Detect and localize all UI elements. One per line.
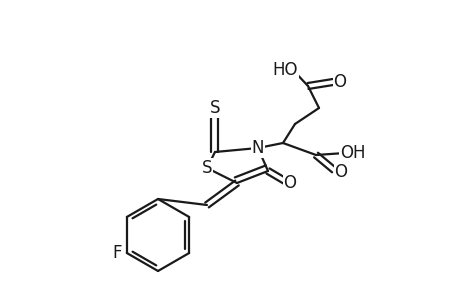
Text: O: O — [333, 73, 346, 91]
Text: OH: OH — [340, 144, 365, 162]
Text: O: O — [283, 174, 296, 192]
Text: N: N — [251, 139, 263, 157]
Text: O: O — [334, 163, 347, 181]
Text: S: S — [209, 99, 220, 117]
Text: HO: HO — [272, 61, 297, 79]
Text: F: F — [112, 244, 121, 262]
Text: S: S — [202, 159, 212, 177]
